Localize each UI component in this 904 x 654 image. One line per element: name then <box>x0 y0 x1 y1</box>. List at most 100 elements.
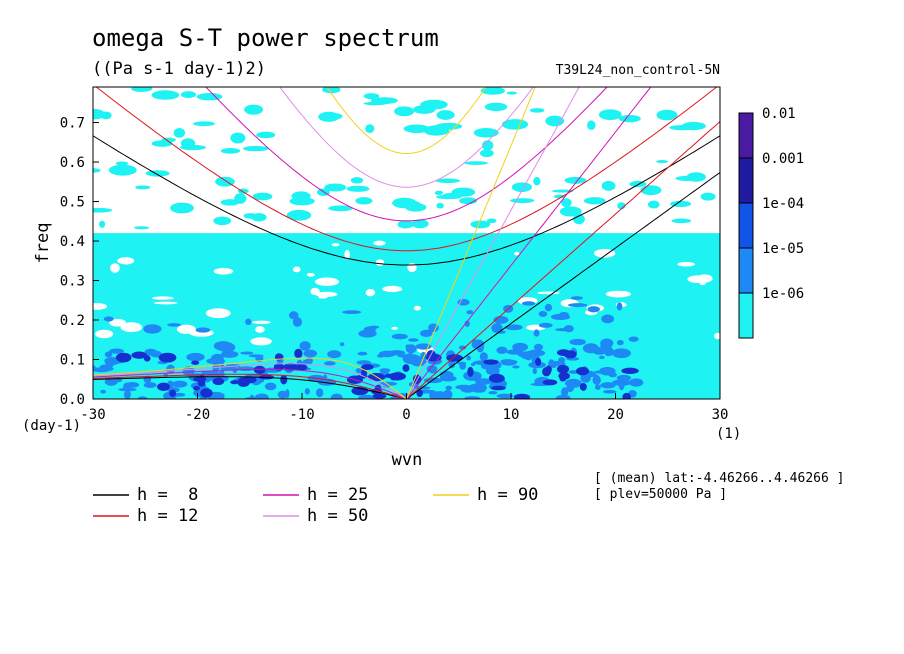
power-patch <box>397 220 414 229</box>
dispersion-curve-kelvin-h8 <box>406 172 720 399</box>
power-patch-strong <box>569 338 586 346</box>
power-gap <box>407 262 417 273</box>
power-patch-strong <box>501 360 517 366</box>
power-patch-strong <box>186 352 205 362</box>
power-patch-strong <box>323 374 328 383</box>
power-patch <box>435 122 463 130</box>
power-patch <box>443 192 467 198</box>
power-patch-peak <box>416 389 423 398</box>
dispersion-curve-kelvin-h25 <box>406 87 652 399</box>
y-tick-label: 0.1 <box>60 353 85 369</box>
power-patch-strong <box>555 394 571 399</box>
annotation-plev: [ plev=50000 Pa ] <box>594 487 727 502</box>
power-patch-strong <box>240 351 254 355</box>
colorbar-segment <box>738 247 754 294</box>
power-patch-strong <box>143 324 162 334</box>
power-patch <box>180 91 196 99</box>
power-patch <box>322 87 341 94</box>
power-gap <box>252 320 271 325</box>
power-patch-strong <box>167 323 181 327</box>
power-patch-strong <box>211 353 224 363</box>
power-patch-strong <box>172 380 188 388</box>
power-patch-strong <box>96 366 114 372</box>
power-patch <box>464 161 488 165</box>
power-gap <box>250 337 272 346</box>
power-patch <box>370 97 398 104</box>
colorbar-segment <box>738 202 754 249</box>
power-patch <box>681 121 706 131</box>
power-patch-peak <box>115 352 132 363</box>
x-tick-label: -20 <box>185 407 210 423</box>
power-patch-strong <box>405 344 417 354</box>
power-patch <box>173 127 186 138</box>
power-patch-strong <box>592 375 601 385</box>
power-patch <box>252 192 273 201</box>
power-patch-peak <box>230 380 239 385</box>
power-gap <box>109 318 126 327</box>
power-patch <box>484 102 508 112</box>
dispersion-curve-kelvin-h90 <box>406 87 536 399</box>
power-patch <box>291 191 311 201</box>
power-patch <box>179 144 206 151</box>
power-patch-peak <box>621 367 639 374</box>
power-patch-strong <box>330 393 343 399</box>
power-patch <box>473 127 499 138</box>
power-gap <box>306 272 315 277</box>
power-patch-strong <box>565 378 582 388</box>
power-gap <box>292 266 301 273</box>
power-patch <box>561 198 572 208</box>
dispersion-curve-rossby-h50 <box>93 363 407 399</box>
power-patch-peak <box>253 365 266 374</box>
power-patch-strong <box>616 302 623 311</box>
power-patch-strong <box>611 348 631 359</box>
power-patch <box>656 159 669 164</box>
power-gap <box>373 240 386 246</box>
run-label: T39L24_non_control-5N <box>556 63 720 78</box>
colorbar-label: 0.01 <box>762 106 796 122</box>
power-patch-strong <box>563 325 574 333</box>
power-patch-strong <box>496 393 514 399</box>
x-axis-label: wvn <box>392 450 423 470</box>
power-patch-strong <box>220 350 239 358</box>
x-tick-label: 10 <box>503 407 520 423</box>
power-patch-strong <box>538 311 548 317</box>
power-patch-strong <box>445 385 453 391</box>
legend-label: h = 90 <box>477 485 538 505</box>
power-patch <box>647 200 660 209</box>
power-patch-strong <box>475 378 492 385</box>
power-patch-strong <box>616 339 624 346</box>
power-patch-strong <box>391 333 408 340</box>
power-patch-strong <box>488 390 498 395</box>
dispersion-curve-rossby-h8 <box>93 376 407 399</box>
power-patch-strong <box>587 306 600 313</box>
dispersion-curves <box>93 87 720 399</box>
power-patch-peak <box>542 379 558 386</box>
power-patch-strong <box>332 353 338 357</box>
y-tick-label: 0.6 <box>60 155 85 171</box>
power-patch-peak <box>157 382 170 391</box>
dispersion-curve-rossby-h90 <box>93 357 407 399</box>
power-patch-strong <box>429 390 438 399</box>
power-patch-strong <box>118 387 137 392</box>
power-gap <box>315 277 339 286</box>
plot-area <box>93 87 720 399</box>
power-patch-peak <box>158 352 177 363</box>
power-patch-strong <box>533 329 540 337</box>
power-patch-peak <box>193 385 200 391</box>
axes: -30 -20 -10 0 10 20 30 0.0 0.1 0.2 0.3 0.4 0.5 0.6 0.7 <box>60 116 729 423</box>
power-patch-peak <box>357 374 368 379</box>
power-patch <box>529 108 545 113</box>
power-gap <box>213 267 234 275</box>
power-patch-strong <box>567 303 588 308</box>
power-gap <box>176 324 196 334</box>
power-patch-peak <box>467 366 474 377</box>
power-patch-strong <box>249 394 255 399</box>
power-patch-peak <box>169 389 177 397</box>
dispersion-curve-gravity-h90 <box>326 87 487 155</box>
power-patch-peak <box>390 374 397 381</box>
power-patch-strong <box>448 359 456 369</box>
power-gap <box>93 303 107 310</box>
power-patch-strong <box>512 365 520 369</box>
power-patch <box>244 104 264 115</box>
